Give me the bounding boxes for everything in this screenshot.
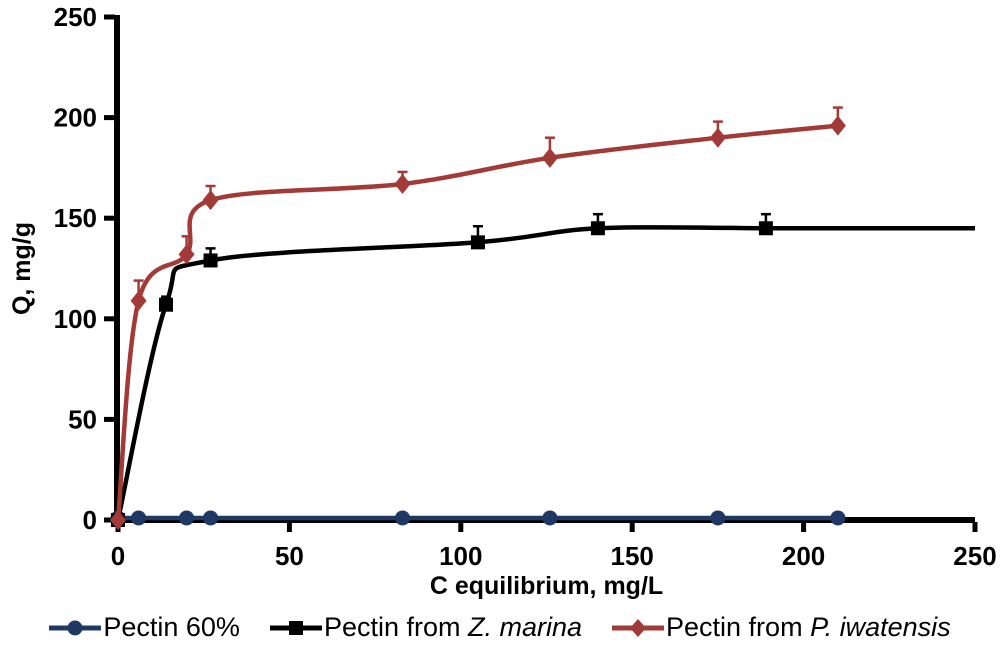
- y-tick-label: 200: [54, 103, 97, 133]
- legend-item-z-marina: Pectin from Z. marina: [269, 612, 582, 643]
- data-point-circle: [203, 510, 219, 526]
- circle-marker-icon: [49, 620, 102, 635]
- data-point-square: [758, 221, 773, 236]
- data-point-diamond: [178, 244, 195, 265]
- legend-text-italic: Z. marina: [467, 612, 583, 642]
- series-line-2: [115, 123, 839, 521]
- legend-item-pectin-60: Pectin 60%: [49, 612, 240, 643]
- y-tick-label: 0: [83, 505, 97, 535]
- x-tick-label: 150: [611, 541, 654, 571]
- y-axis-title: Q, mg/g: [8, 222, 36, 315]
- legend-text-italic: P. iwatensis: [810, 612, 951, 642]
- data-point-circle: [542, 510, 558, 526]
- series-line-1: [115, 224, 975, 521]
- x-tick-label: 50: [275, 541, 304, 571]
- data-point-circle: [131, 510, 147, 526]
- data-point-circle: [710, 510, 726, 526]
- legend-label-z-marina: Pectin from Z. marina: [324, 612, 582, 643]
- data-point-circle: [395, 510, 411, 526]
- x-tick-label: 100: [439, 541, 482, 571]
- x-tick-label: 250: [953, 541, 996, 571]
- data-point-square: [470, 235, 485, 250]
- data-point-diamond: [130, 290, 147, 311]
- chart-legend: Pectin 60% Pectin from Z. marina Pectin …: [0, 612, 1000, 643]
- data-point-diamond: [110, 510, 126, 530]
- data-point-square: [158, 297, 173, 312]
- data-point-diamond: [709, 127, 726, 148]
- legend-label-p-iwatensis: Pectin from P. iwatensis: [666, 612, 951, 643]
- data-point-diamond: [394, 173, 411, 194]
- y-tick-label: 250: [54, 2, 97, 32]
- data-point-circle: [830, 510, 846, 526]
- y-tick-label: 50: [68, 404, 97, 434]
- data-point-circle: [179, 510, 195, 526]
- x-tick-label: 200: [782, 541, 825, 571]
- legend-text: Pectin from: [666, 612, 811, 642]
- legend-text: Pectin from: [323, 612, 468, 642]
- data-point-square: [590, 221, 605, 236]
- data-point-diamond: [202, 190, 219, 211]
- diamond-marker-icon: [612, 618, 665, 637]
- y-tick-label: 150: [54, 203, 97, 233]
- y-tick-label: 100: [54, 304, 97, 334]
- data-point-diamond: [541, 147, 558, 168]
- data-point-diamond: [829, 115, 846, 136]
- x-axis-title: C equilibrium, mg/L: [430, 572, 663, 600]
- data-point-square: [203, 253, 218, 268]
- legend-item-p-iwatensis: Pectin from P. iwatensis: [612, 612, 951, 643]
- x-tick-label: 0: [111, 541, 125, 571]
- square-marker-icon: [269, 620, 322, 635]
- legend-label-pectin-60: Pectin 60%: [103, 612, 240, 643]
- adsorption-isotherm-chart: 0 50 100 150 200 250 0 50 100 150 200 250 C equilibr…: [8, 2, 997, 600]
- legend-text: Pectin 60%: [103, 612, 240, 642]
